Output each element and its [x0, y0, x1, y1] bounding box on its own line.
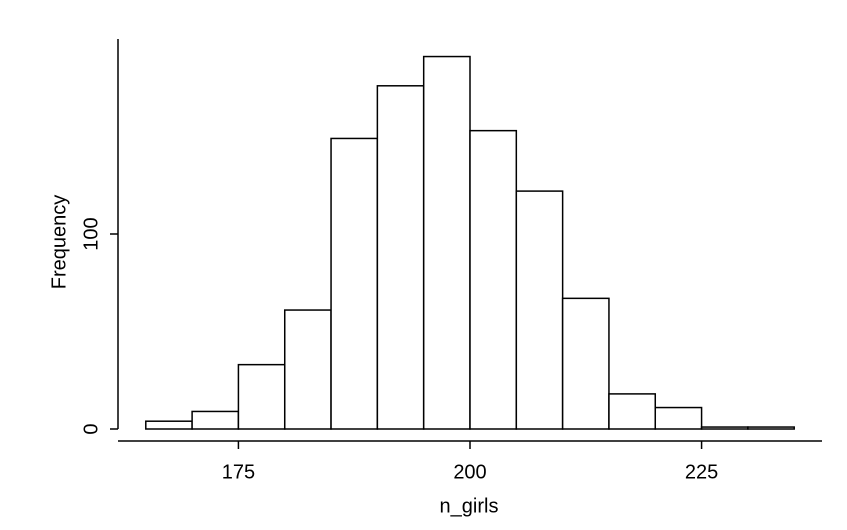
- x-tick-label: 200: [453, 461, 486, 483]
- bar: [376, 85, 425, 430]
- bar: [515, 190, 564, 430]
- x-tick-label: 175: [222, 461, 255, 483]
- y-axis-label: Frequency: [48, 195, 70, 290]
- bar: [654, 406, 703, 430]
- y-tick-label: 100: [80, 217, 102, 250]
- bar: [561, 297, 610, 430]
- bar: [422, 55, 471, 430]
- y-tick-label: 0: [80, 423, 102, 434]
- bar: [469, 129, 518, 430]
- x-tick-label: 225: [685, 461, 718, 483]
- bar: [283, 309, 332, 430]
- bar: [145, 420, 193, 430]
- bar: [237, 363, 286, 430]
- bar: [608, 393, 657, 430]
- bar: [330, 137, 379, 430]
- bar: [747, 426, 795, 430]
- x-axis-label: n_girls: [440, 495, 499, 517]
- bar: [191, 410, 240, 430]
- bar: [700, 426, 749, 430]
